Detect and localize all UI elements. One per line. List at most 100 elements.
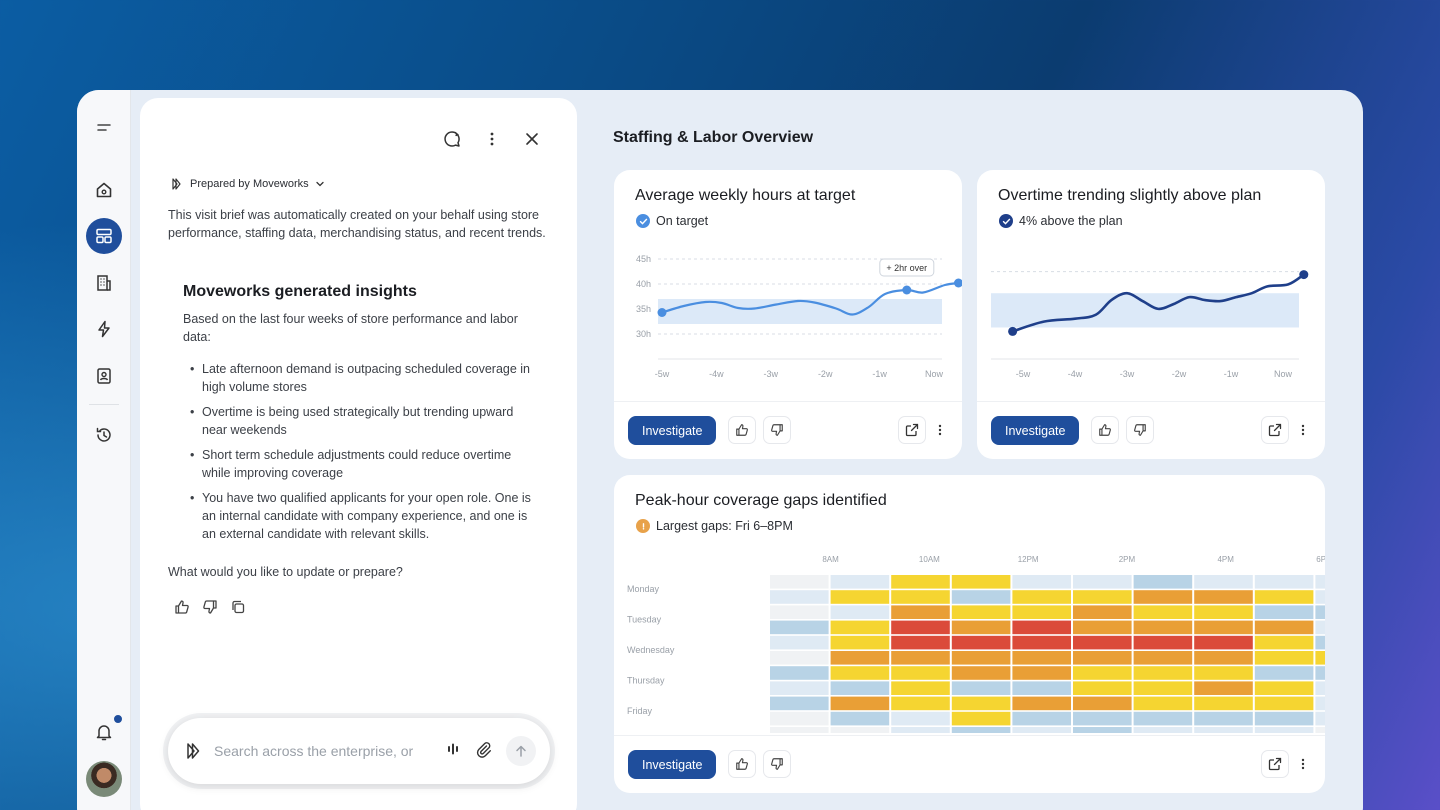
annotation-box: [879, 258, 935, 277]
heatmap-cell: [1133, 681, 1193, 695]
card-more-icon[interactable]: [930, 419, 950, 441]
investigate-button[interactable]: Investigate: [991, 416, 1080, 445]
overtime-card: Overtime trending slightly above plan 4%…: [977, 170, 1325, 459]
heatmap-cell: [770, 711, 829, 726]
x-tick-label: -2w: [818, 369, 833, 379]
x-tick-label: -3w: [764, 369, 779, 379]
insights-list: Late afternoon demand is outpacing sched…: [190, 360, 540, 550]
heatmap-cell: [770, 651, 829, 665]
thumbs-up-button[interactable]: [728, 416, 756, 444]
voice-icon[interactable]: [446, 742, 460, 761]
heatmap-cell: [770, 727, 829, 733]
heatmap-cell: [830, 696, 890, 711]
heatmap-cell: [1073, 666, 1132, 680]
thumbs-down-icon: [771, 424, 783, 436]
bell-icon[interactable]: [86, 714, 122, 750]
thumbs-up-button[interactable]: [1091, 416, 1119, 444]
insights-lead: Based on the last four weeks of store pe…: [183, 312, 518, 344]
send-button[interactable]: [506, 736, 536, 766]
card-more-icon[interactable]: [1293, 419, 1313, 441]
heatmap-cell: [1012, 666, 1071, 680]
check-circle-icon: [636, 214, 650, 228]
open-external-button[interactable]: [1261, 416, 1289, 444]
heatmap-cell: [830, 590, 890, 604]
thumbs-up-icon[interactable]: [174, 599, 190, 620]
open-external-button[interactable]: [898, 416, 926, 444]
weekly-hours-card: Average weekly hours at target On target…: [614, 170, 962, 459]
heatmap-cell: [1012, 727, 1071, 733]
heatmap-cell: [951, 681, 1011, 695]
heatmap-cell: [1012, 620, 1071, 635]
investigate-button[interactable]: Investigate: [628, 416, 717, 445]
history-icon[interactable]: [86, 417, 122, 453]
heatmap-cell: [1133, 666, 1193, 680]
y-tick-label: Wednesday: [627, 645, 675, 655]
x-tick-label: Now: [925, 369, 944, 379]
dashboard-icon[interactable]: [86, 218, 122, 254]
building-icon[interactable]: [86, 265, 122, 301]
status-badge: 4% above the plan: [999, 214, 1123, 228]
search-input[interactable]: [214, 743, 424, 759]
home-icon[interactable]: [86, 172, 122, 208]
lightning-icon[interactable]: [86, 311, 122, 347]
rail-divider: [89, 404, 119, 405]
attach-icon[interactable]: [474, 740, 492, 763]
heatmap-cell: [1073, 605, 1132, 619]
heatmap-cell: [1073, 635, 1132, 650]
heatmap-cell: [1194, 605, 1253, 619]
search-composer: [168, 718, 550, 784]
open-external-button[interactable]: [1261, 750, 1289, 778]
heatmap-cell: [891, 575, 950, 589]
prepared-by-dropdown[interactable]: Prepared by Moveworks: [170, 177, 325, 191]
heatmap-cell: [1012, 681, 1071, 695]
copy-icon[interactable]: [230, 599, 246, 620]
avatar[interactable]: [86, 761, 122, 797]
card-title: Peak-hour coverage gaps identified: [635, 492, 887, 509]
investigate-button[interactable]: Investigate: [628, 750, 717, 779]
thumbs-up-button[interactable]: [728, 750, 756, 778]
heatmap-cell: [1012, 575, 1071, 589]
heatmap-cell: [1315, 605, 1325, 619]
heatmap-cell: [1194, 635, 1253, 650]
thumbs-down-button[interactable]: [763, 416, 791, 444]
list-item: You have two qualified applicants for yo…: [190, 489, 540, 543]
heatmap-cell: [1315, 651, 1325, 665]
heatmap-cell: [1194, 575, 1253, 589]
thumbs-down-icon[interactable]: [202, 599, 218, 620]
heatmap-cell: [1133, 635, 1193, 650]
thumbs-down-button[interactable]: [1126, 416, 1154, 444]
menu-icon[interactable]: [86, 110, 122, 146]
thumbs-down-button[interactable]: [763, 750, 791, 778]
contact-card-icon[interactable]: [86, 358, 122, 394]
heatmap-cell: [1254, 666, 1314, 680]
card-more-icon[interactable]: [1293, 753, 1313, 775]
x-tick-label: -1w: [872, 369, 887, 379]
notification-dot: [113, 714, 123, 724]
x-tick-label: -4w: [1068, 369, 1083, 379]
heatmap-cell: [1012, 590, 1071, 604]
y-tick-label: Tuesday: [627, 615, 662, 625]
data-point: [953, 278, 962, 288]
data-point: [902, 285, 912, 295]
moveworks-logo-icon: [172, 178, 181, 190]
heatmap-cell: [951, 605, 1011, 619]
x-tick-label: -3w: [1120, 369, 1135, 379]
card-footer: Investigate: [614, 735, 1325, 793]
page-title: Staffing & Labor Overview: [613, 129, 814, 146]
heatmap-cell: [1133, 711, 1193, 726]
more-options-icon[interactable]: [481, 128, 503, 150]
heatmap-cell: [951, 651, 1011, 665]
heatmap-cell: [830, 605, 890, 619]
thumbs-down-icon: [771, 758, 783, 770]
new-chat-icon[interactable]: [441, 128, 463, 150]
heatmap-cell: [891, 666, 950, 680]
heatmap-cell: [1254, 635, 1314, 650]
list-item: Short term schedule adjustments could re…: [190, 446, 540, 482]
chevron-down-icon: [315, 181, 324, 187]
coverage-gaps-card: Peak-hour coverage gaps identified Large…: [614, 475, 1325, 793]
arrow-up-icon: [516, 745, 526, 757]
heatmap-cell: [1133, 590, 1193, 604]
close-icon[interactable]: [521, 128, 543, 150]
status-text: On target: [656, 214, 709, 228]
x-tick-label: -2w: [1172, 369, 1187, 379]
